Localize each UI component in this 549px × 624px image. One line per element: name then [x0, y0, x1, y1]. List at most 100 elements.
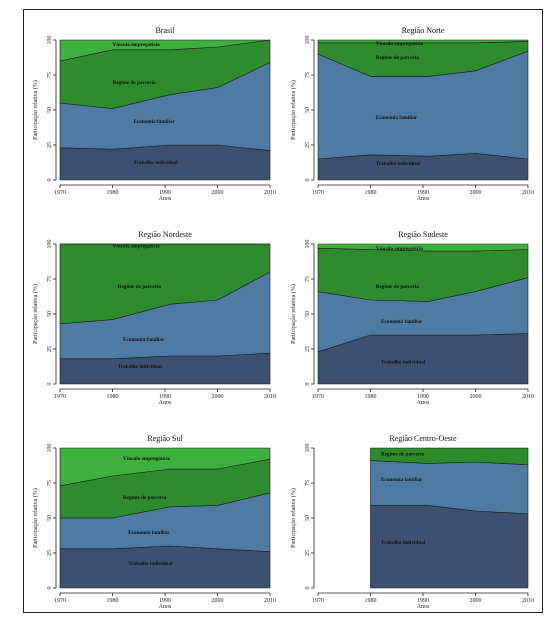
- series-label-trabalho-individual: Trabalho individual: [381, 360, 426, 366]
- y-tick-label: 50: [305, 107, 311, 113]
- x-axis-title: Anos: [159, 604, 172, 610]
- series-label-economia-familiar: Economia familiar: [134, 119, 176, 125]
- x-tick-label: 1970: [312, 190, 324, 196]
- series-label-economia-familiar: Economia familiar: [128, 530, 170, 536]
- area-vinculo-empregaticio: [317, 39, 529, 44]
- y-tick-label: 100: [305, 36, 311, 45]
- series-label-vinculo-empregaticio: Vínculo empregatício: [376, 246, 424, 252]
- series-label-vinculo-empregaticio: Vínculo empregatício: [113, 42, 161, 48]
- y-tick-label: 25: [47, 142, 53, 148]
- panel-regiao-centro-oeste: Trabalho individual Economia familiar Regi…: [286, 430, 536, 624]
- panel-regiao-norte: Trabalho individual Economia familiar Regi…: [286, 22, 536, 216]
- x-tick-label: 1990: [159, 394, 171, 400]
- x-axis-title: Anos: [159, 400, 172, 406]
- x-tick-label: 2000: [470, 598, 482, 604]
- area-vinculo-empregaticio: [59, 447, 271, 487]
- x-tick-label: 2010: [264, 190, 276, 196]
- series-label-trabalho-individual: Trabalho individual: [381, 540, 426, 546]
- area-chart: Trabalho individual Economia familiar Regi…: [290, 434, 534, 610]
- y-tick-label: 50: [305, 311, 311, 317]
- area-chart: Trabalho individual Economia familiar Regi…: [32, 230, 276, 406]
- x-tick-label: 1970: [312, 598, 324, 604]
- x-tick-label: 1970: [312, 394, 324, 400]
- panel-regiao-sudeste: Trabalho individual Economia familiar Regi…: [286, 226, 536, 420]
- area-regime-de-parceria: [370, 447, 529, 466]
- y-tick-label: 0: [305, 179, 311, 182]
- x-tick-label: 2010: [264, 598, 276, 604]
- y-tick-label: 100: [47, 240, 53, 249]
- x-tick-label: 2000: [470, 190, 482, 196]
- area-chart: Trabalho individual Economia familiar Regi…: [290, 26, 534, 202]
- y-tick-label: 25: [305, 550, 311, 556]
- x-axis-title: Anos: [417, 196, 430, 202]
- x-tick-label: 2010: [522, 394, 534, 400]
- area-trabalho-individual: [59, 545, 271, 589]
- area-chart: Trabalho individual Economia familiar Regi…: [32, 26, 276, 202]
- area-trabalho-individual: [370, 505, 529, 589]
- x-axis-title: Anos: [159, 196, 172, 202]
- y-tick-label: 75: [47, 276, 53, 282]
- panel-title: Região Centro-Oeste: [389, 434, 457, 443]
- y-tick-label: 75: [47, 480, 53, 486]
- y-axis-title: Participação relativa (%): [290, 488, 297, 548]
- series-label-vinculo-empregaticio: Vínculo empregatício: [376, 41, 424, 47]
- y-axis-title: Participação relativa (%): [32, 488, 39, 548]
- y-axis-title: Participação relativa (%): [290, 284, 297, 344]
- series-label-vinculo-empregaticio: Vínculo empregatício: [113, 243, 161, 249]
- y-tick-label: 75: [305, 480, 311, 486]
- y-axis-title: Participação relativa (%): [290, 80, 297, 140]
- panel-brasil: Trabalho individual Economia familiar Regi…: [28, 22, 278, 216]
- area-trabalho-individual: [317, 153, 529, 181]
- x-tick-label: 1990: [417, 190, 429, 196]
- panel-title: Região Norte: [402, 26, 445, 35]
- panel-title: Brasil: [155, 26, 175, 35]
- series-label-regime-de-parceria: Regime de parceria: [118, 284, 162, 290]
- y-tick-label: 25: [305, 142, 311, 148]
- panel-regiao-nordeste: Trabalho individual Economia familiar Regi…: [28, 226, 278, 420]
- y-tick-label: 100: [47, 36, 53, 45]
- x-tick-label: 1980: [107, 190, 119, 196]
- x-tick-label: 2000: [212, 190, 224, 196]
- series-label-trabalho-individual: Trabalho individual: [376, 161, 421, 167]
- x-tick-label: 1980: [365, 394, 377, 400]
- x-tick-label: 1980: [365, 598, 377, 604]
- y-tick-label: 0: [47, 587, 53, 590]
- series-label-regime-de-parceria: Regime de parceria: [376, 55, 420, 61]
- x-tick-label: 2000: [212, 394, 224, 400]
- y-tick-label: 50: [47, 311, 53, 317]
- x-tick-label: 1990: [159, 598, 171, 604]
- y-tick-label: 75: [47, 72, 53, 78]
- y-tick-label: 50: [47, 515, 53, 521]
- figure-frame: Trabalho individual Economia familiar Regi…: [23, 9, 543, 613]
- y-tick-label: 50: [305, 515, 311, 521]
- x-tick-label: 2010: [522, 190, 534, 196]
- area-chart: Trabalho individual Economia familiar Regi…: [32, 434, 276, 610]
- series-label-regime-de-parceria: Regime de parceria: [113, 80, 157, 86]
- y-tick-label: 0: [305, 587, 311, 590]
- series-label-trabalho-individual: Trabalho individual: [128, 561, 173, 567]
- x-tick-label: 1970: [54, 394, 66, 400]
- y-tick-label: 100: [305, 240, 311, 249]
- area-vinculo-empregaticio: [59, 39, 271, 62]
- x-tick-label: 1980: [107, 598, 119, 604]
- panel-title: Região Nordeste: [138, 230, 192, 239]
- y-tick-label: 50: [47, 107, 53, 113]
- area-vinculo-empregaticio: [317, 243, 529, 252]
- x-tick-label: 1990: [159, 190, 171, 196]
- y-tick-label: 75: [305, 276, 311, 282]
- series-label-regime-de-parceria: Regime de parceria: [381, 452, 425, 458]
- series-label-regime-de-parceria: Regime de parceria: [376, 284, 420, 290]
- y-tick-label: 25: [305, 346, 311, 352]
- y-tick-label: 25: [47, 550, 53, 556]
- y-tick-label: 75: [305, 72, 311, 78]
- series-label-economia-familiar: Economia familiar: [123, 337, 165, 343]
- panel-title: Região Sudeste: [398, 230, 448, 239]
- x-tick-label: 1970: [54, 598, 66, 604]
- x-tick-label: 1990: [417, 598, 429, 604]
- x-tick-label: 1980: [365, 190, 377, 196]
- x-tick-label: 1970: [54, 190, 66, 196]
- y-axis-title: Participação relativa (%): [32, 284, 39, 344]
- y-tick-label: 0: [47, 383, 53, 386]
- panel-regiao-sul: Trabalho individual Economia familiar Regi…: [28, 430, 278, 624]
- x-tick-label: 2010: [264, 394, 276, 400]
